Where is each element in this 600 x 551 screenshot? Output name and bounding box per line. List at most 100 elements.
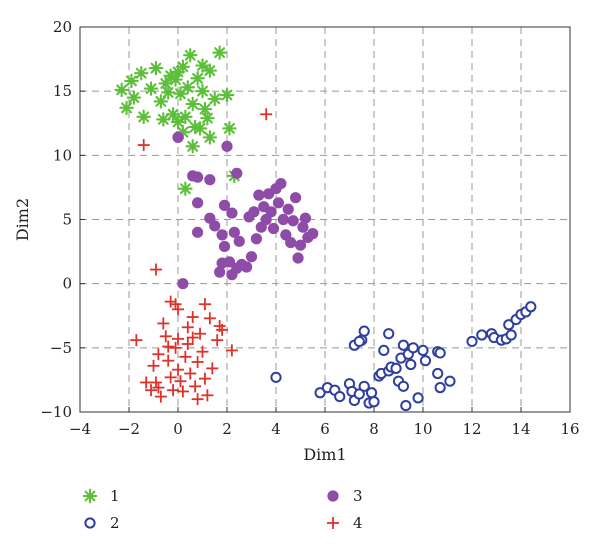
data-point-series-4 bbox=[189, 380, 202, 393]
data-point-series-2 bbox=[466, 335, 478, 348]
data-point-series-2 bbox=[368, 396, 380, 408]
data-point-series-1 bbox=[197, 101, 213, 117]
x-tick-label: 6 bbox=[320, 420, 330, 438]
data-point-series-2 bbox=[334, 391, 346, 403]
data-point-series-3 bbox=[272, 197, 285, 209]
data-point-series-1 bbox=[143, 81, 159, 96]
data-point-series-4 bbox=[184, 367, 197, 380]
data-point-series-4 bbox=[198, 372, 211, 385]
data-point-series-3 bbox=[245, 251, 258, 263]
data-point-series-3 bbox=[204, 174, 216, 186]
data-point-series-3 bbox=[214, 266, 226, 278]
data-point-series-2 bbox=[412, 392, 424, 404]
data-point-series-3 bbox=[241, 261, 253, 273]
data-point-series-4 bbox=[164, 295, 177, 308]
data-point-series-1 bbox=[126, 90, 142, 105]
data-point-series-4 bbox=[154, 390, 167, 403]
x-tick-label: 0 bbox=[173, 420, 183, 438]
data-point-series-4 bbox=[152, 381, 165, 394]
data-point-series-4 bbox=[172, 303, 184, 316]
y-axis-label: Dim2 bbox=[13, 198, 32, 241]
data-point-series-4 bbox=[157, 317, 170, 330]
data-point-series-3 bbox=[275, 177, 287, 190]
data-point-series-3 bbox=[287, 215, 299, 227]
data-point-series-1 bbox=[178, 109, 193, 125]
data-point-series-3 bbox=[226, 269, 238, 281]
data-point-series-3 bbox=[253, 189, 265, 201]
data-point-series-4 bbox=[206, 362, 219, 375]
data-point-series-1 bbox=[170, 64, 186, 80]
data-point-series-4 bbox=[169, 341, 182, 354]
data-point-series-4 bbox=[174, 375, 187, 388]
data-point-series-1 bbox=[195, 58, 210, 73]
x-tick-label: 2 bbox=[222, 420, 232, 438]
data-point-series-2 bbox=[444, 375, 456, 387]
data-point-series-4 bbox=[152, 348, 165, 361]
tick-labels: −4 −2 0 2 4 6 8 10 12 14 16 −10 −5 0 5 10 15 20 bbox=[40, 18, 579, 438]
data-point-series-3 bbox=[299, 212, 311, 224]
data-point-series-3 bbox=[307, 228, 319, 240]
data-point-series-3 bbox=[221, 140, 233, 152]
legend-label: 4 bbox=[353, 514, 363, 532]
data-point-series-1 bbox=[178, 181, 193, 196]
data-point-series-4 bbox=[211, 334, 224, 347]
legend-label: 3 bbox=[353, 487, 363, 505]
data-point-series-2 bbox=[407, 342, 419, 354]
legend-marker-series-1 bbox=[82, 488, 98, 504]
data-point-series-2 bbox=[400, 399, 412, 412]
data-point-series-4 bbox=[181, 337, 194, 350]
legend-marker-series-4 bbox=[327, 517, 339, 529]
data-point-series-3 bbox=[265, 206, 277, 218]
data-point-series-4 bbox=[179, 350, 192, 363]
data-point-series-4 bbox=[225, 344, 238, 357]
x-tick-label: 16 bbox=[560, 420, 579, 438]
data-point-series-1 bbox=[187, 119, 203, 135]
data-point-series-1 bbox=[153, 94, 169, 109]
data-point-series-4 bbox=[147, 359, 160, 372]
data-point-series-4 bbox=[172, 332, 184, 345]
data-point-series-3 bbox=[216, 229, 228, 241]
data-point-series-4 bbox=[203, 312, 216, 325]
data-point-series-3 bbox=[250, 233, 262, 245]
data-point-series-1 bbox=[170, 114, 186, 130]
data-point-series-1 bbox=[212, 45, 227, 60]
y-tick-label: 15 bbox=[53, 82, 72, 100]
data-point-series-4 bbox=[137, 139, 150, 152]
plot-frame bbox=[79, 26, 571, 413]
data-point-series-4 bbox=[196, 345, 209, 358]
data-point-series-4 bbox=[201, 389, 214, 402]
data-point-series-4 bbox=[216, 323, 229, 336]
x-tick-label: −2 bbox=[118, 420, 140, 438]
data-point-series-4 bbox=[181, 321, 194, 334]
x-axis-label: Dim1 bbox=[303, 445, 346, 464]
data-point-series-3 bbox=[233, 235, 245, 247]
legend-marker-series-2 bbox=[84, 517, 96, 529]
data-point-series-3 bbox=[228, 226, 240, 238]
data-point-series-2 bbox=[476, 329, 488, 341]
legend-label: 1 bbox=[110, 487, 120, 505]
x-tick-label: 8 bbox=[369, 420, 379, 438]
data-point-series-1 bbox=[200, 110, 215, 126]
legend-marker-series-3 bbox=[327, 490, 339, 502]
data-point-series-2 bbox=[358, 380, 370, 392]
data-point-series-3 bbox=[267, 222, 280, 235]
data-point-series-1 bbox=[160, 85, 176, 100]
data-point-series-4 bbox=[149, 376, 162, 389]
data-point-series-1 bbox=[190, 71, 205, 86]
x-tick-label: 14 bbox=[511, 420, 530, 438]
data-point-series-1 bbox=[202, 63, 218, 78]
data-point-series-2 bbox=[397, 380, 409, 392]
data-point-series-4 bbox=[191, 355, 204, 368]
data-point-series-4 bbox=[145, 384, 158, 397]
data-point-series-2 bbox=[397, 339, 409, 351]
data-point-series-3 bbox=[263, 188, 275, 200]
data-point-series-1 bbox=[148, 60, 164, 76]
data-point-series-2 bbox=[405, 358, 417, 371]
data-point-series-1 bbox=[134, 65, 149, 81]
x-tick-label: 4 bbox=[271, 420, 281, 438]
data-point-series-3 bbox=[209, 220, 221, 232]
data-point-series-1 bbox=[202, 130, 218, 145]
data-point-series-3 bbox=[218, 199, 231, 211]
data-point-series-3 bbox=[277, 213, 289, 226]
data-point-series-3 bbox=[172, 131, 184, 143]
